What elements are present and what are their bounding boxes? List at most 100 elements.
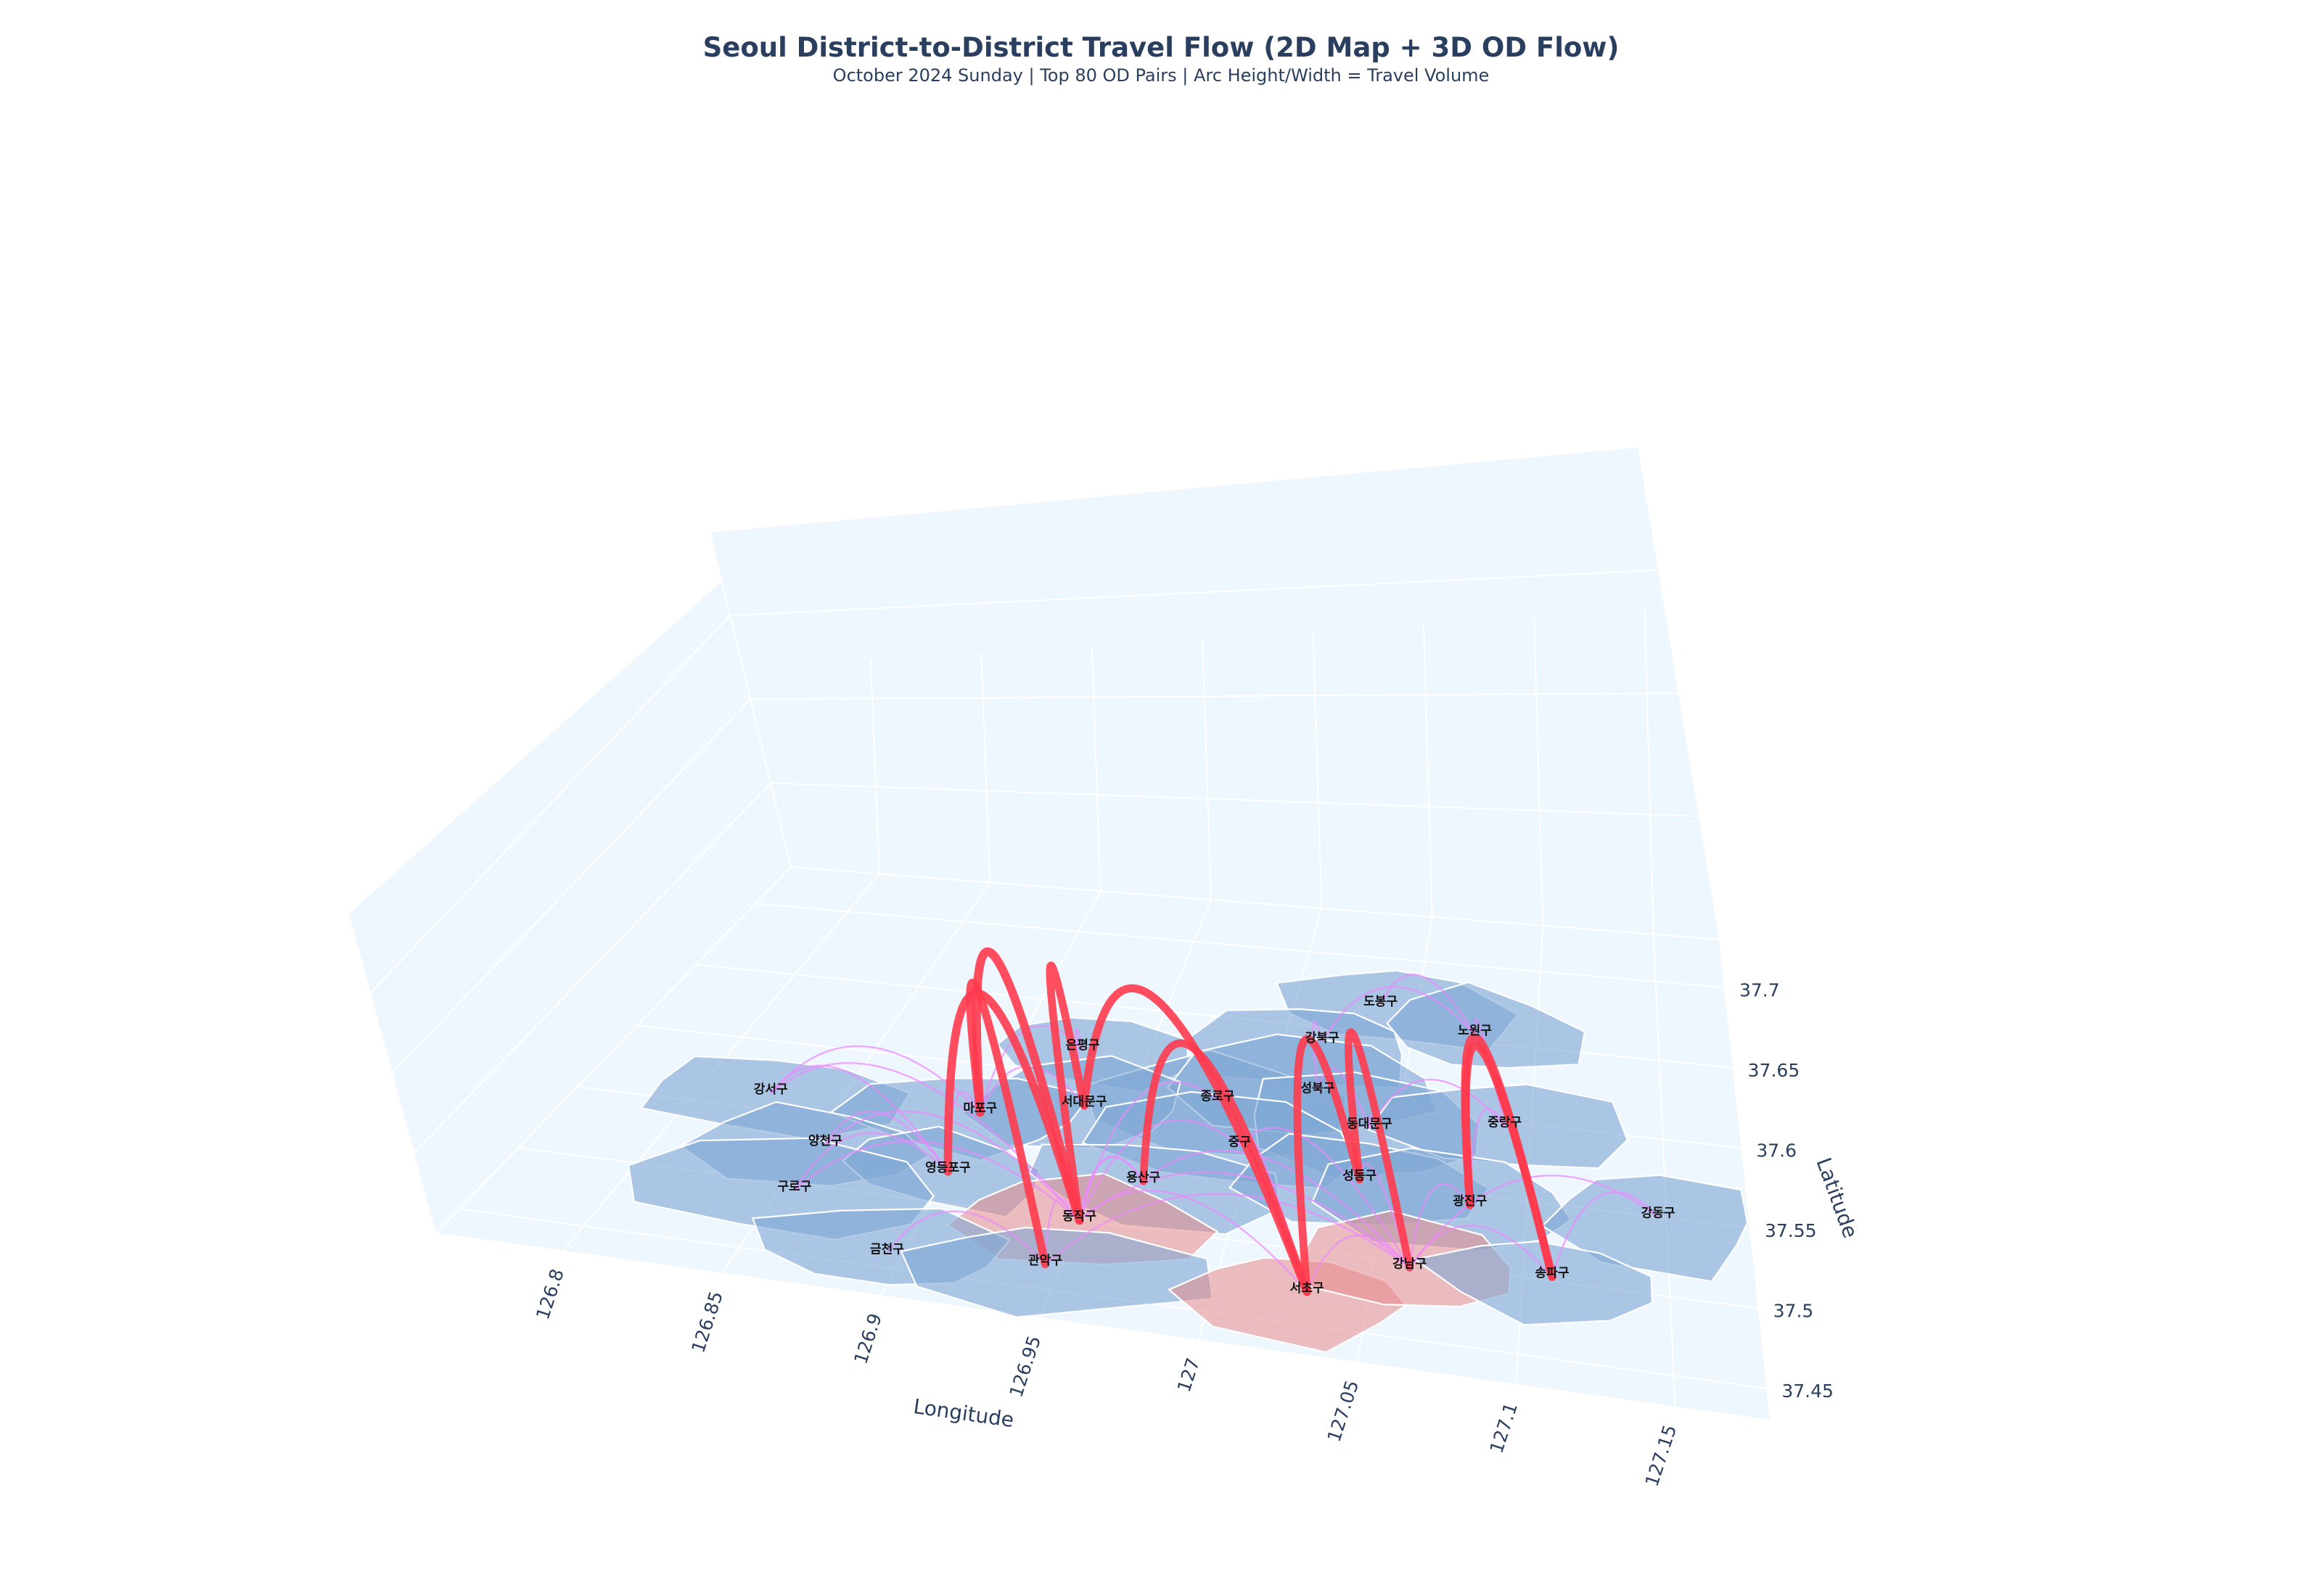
minor-flow-arc — [793, 1132, 949, 1191]
district-label: 종로구 — [1201, 1090, 1235, 1104]
district-label: 중랑구 — [1488, 1115, 1522, 1130]
minor-flow-arc — [1408, 1225, 1553, 1278]
grid-line — [770, 782, 1700, 818]
minor-flow-arc — [770, 1062, 1080, 1221]
chart-subtitle: October 2024 Sunday | Top 80 OD Pairs | … — [832, 65, 1490, 86]
grid-line — [369, 614, 731, 994]
grid-line — [1422, 623, 1433, 918]
back-wall — [708, 445, 1721, 941]
major-flow-arc — [966, 979, 1050, 1269]
district-shape[interactable] — [1367, 1083, 1628, 1169]
district-label: 은평구 — [1066, 1038, 1100, 1053]
grid-line — [1312, 630, 1323, 909]
minor-flow-arc — [1312, 1021, 1324, 1093]
x-tick-label: 127.05 — [1324, 1378, 1363, 1444]
x-tick-label: 127 — [1173, 1355, 1204, 1394]
y-tick-label: 37.5 — [1773, 1300, 1814, 1321]
major-flow-arc — [972, 947, 1084, 1225]
district-label: 강동구 — [1641, 1206, 1675, 1220]
district-label: 양천구 — [808, 1134, 842, 1148]
district-label: 성동구 — [1342, 1169, 1377, 1183]
major-flow-arc — [1046, 961, 1088, 1225]
x-tick-label: 126.85 — [687, 1288, 727, 1355]
district-label: 마포구 — [963, 1101, 997, 1116]
district-label: 서대문구 — [1062, 1095, 1107, 1109]
minor-flow-arc — [794, 1140, 1080, 1222]
grid-line — [755, 902, 1726, 989]
minor-flow-arc — [1379, 974, 1476, 1035]
minor-flow-arc — [886, 1210, 1046, 1265]
district-shape[interactable] — [1386, 981, 1586, 1069]
minor-flow-arc — [1316, 1067, 1371, 1129]
minor-flow-arc — [1305, 1234, 1411, 1293]
grid-line — [1202, 638, 1213, 900]
x-tick-label: 127.1 — [1485, 1400, 1522, 1456]
minor-flow-arc — [1408, 1183, 1471, 1268]
district-label: 노원구 — [1458, 1024, 1492, 1038]
y-axis-ticks: 37.45 37.5 37.55 37.6 37.65 37.7 — [1739, 979, 1834, 1402]
y-tick-label: 37.6 — [1756, 1140, 1797, 1161]
major-flow-arcs — [943, 947, 1556, 1296]
district-label: 성북구 — [1300, 1081, 1334, 1095]
grid-line — [729, 569, 1660, 617]
grid-line — [750, 692, 1680, 700]
minor-flow-arc — [824, 1111, 949, 1172]
district-label: 송파구 — [1535, 1266, 1570, 1280]
y-tick-label: 37.65 — [1748, 1060, 1800, 1081]
x-tick-label: 126.95 — [1005, 1333, 1045, 1400]
minor-flow-arc — [1142, 1150, 1411, 1269]
minor-flow-arc — [824, 1110, 1080, 1222]
major-flow-arc — [1461, 1042, 1556, 1281]
district-label: 영등포구 — [925, 1161, 971, 1175]
district-label: 용산구 — [1126, 1170, 1160, 1185]
minor-flow-arc — [1239, 1127, 1411, 1269]
district-label: 중구 — [1228, 1135, 1252, 1149]
x-axis-title: Longitude — [912, 1394, 1016, 1432]
minor-flow-arc — [1078, 1171, 1411, 1269]
major-flow-arc — [1080, 984, 1311, 1296]
x-tick-label: 127.15 — [1641, 1423, 1681, 1489]
district-label: 동작구 — [1062, 1209, 1096, 1224]
grid-line — [1533, 616, 1544, 926]
grid-line — [391, 699, 751, 1074]
grid-line — [1644, 609, 1654, 934]
grid-line — [1652, 934, 1676, 1407]
district-label: 금천구 — [870, 1242, 904, 1256]
district-label: 도봉구 — [1363, 995, 1398, 1009]
district-label: 강서구 — [754, 1082, 788, 1097]
district-label: 동대문구 — [1347, 1117, 1392, 1132]
minor-flow-arc — [1044, 1193, 1411, 1269]
chart-title: Seoul District-to-District Travel Flow (… — [702, 32, 1620, 63]
district-label: 강남구 — [1392, 1256, 1427, 1271]
district-label: 강북구 — [1305, 1031, 1340, 1045]
minor-flow-arc — [1078, 1119, 1241, 1221]
district-label: 구로구 — [777, 1180, 811, 1194]
minor-flow-arc — [1369, 1079, 1506, 1129]
grid-line — [980, 652, 991, 883]
district-shape[interactable] — [829, 1077, 1092, 1161]
grid-line — [413, 782, 771, 1154]
minor-flow-arc — [770, 1064, 949, 1172]
y-tick-label: 37.7 — [1739, 979, 1780, 1000]
grid-line — [869, 659, 880, 874]
major-flow-arc — [1345, 1028, 1414, 1272]
y-axis-title: Latitude — [1811, 1154, 1862, 1241]
x-tick-label: 126.8 — [532, 1266, 568, 1322]
x-tick-label: 126.9 — [850, 1311, 886, 1367]
minor-flow-arc — [1078, 1081, 1218, 1221]
major-flow-arc — [1293, 1034, 1364, 1296]
minor-flow-arc — [1078, 1156, 1144, 1221]
district-label: 서초구 — [1290, 1281, 1324, 1296]
minor-flow-arc — [1321, 986, 1476, 1042]
major-flow-arc — [1139, 1039, 1311, 1296]
minor-flow-arc — [1551, 1191, 1659, 1278]
y-tick-label: 37.45 — [1781, 1381, 1834, 1402]
district-shape[interactable] — [1413, 1240, 1654, 1326]
district-label: 광진구 — [1453, 1194, 1487, 1209]
district-shape[interactable] — [900, 1227, 1214, 1318]
district-label: 관악구 — [1028, 1254, 1062, 1268]
grid-line — [1091, 645, 1101, 892]
y-tick-label: 37.55 — [1765, 1220, 1817, 1241]
